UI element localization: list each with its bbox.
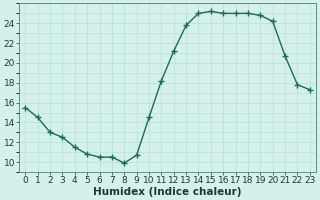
X-axis label: Humidex (Indice chaleur): Humidex (Indice chaleur) xyxy=(93,187,242,197)
